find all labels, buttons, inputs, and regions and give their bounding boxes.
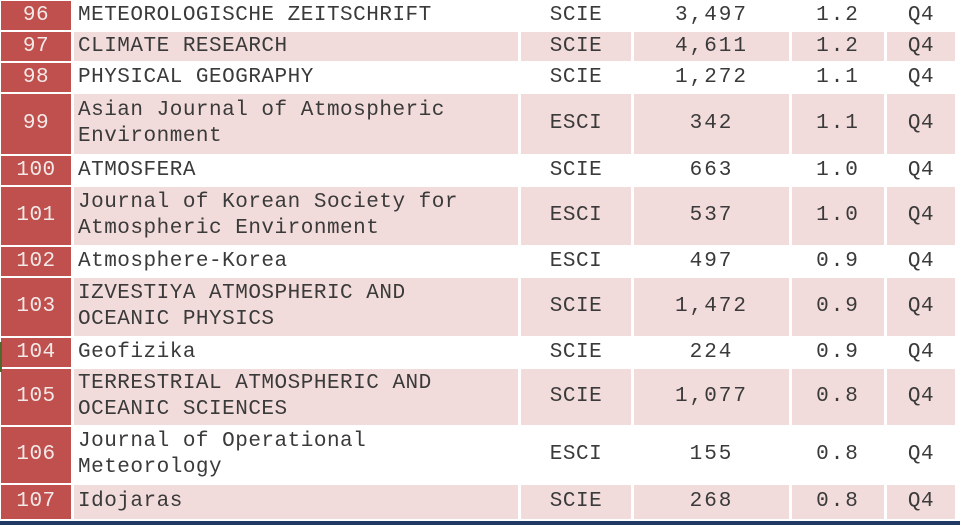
impact-factor-cell: 1.0: [792, 187, 884, 245]
rank-cell: 101: [1, 187, 71, 245]
total-cites-cell: 497: [634, 247, 789, 276]
impact-factor-cell: 0.8: [792, 427, 884, 483]
quartile-cell: Q4: [887, 1, 955, 30]
index-cell: ESCI: [521, 427, 631, 483]
table-row: 99 Asian Journal of Atmospheric Environm…: [1, 94, 955, 154]
quartile-cell: Q4: [887, 94, 955, 154]
index-cell: SCIE: [521, 369, 631, 425]
quartile-cell: Q4: [887, 278, 955, 336]
total-cites-cell: 342: [634, 94, 789, 154]
bottom-navy-bar: [0, 521, 960, 525]
rank-cell: 105: [1, 369, 71, 425]
impact-factor-cell: 1.1: [792, 63, 884, 92]
journal-name: METEOROLOGISCHE ZEITSCHRIFT: [74, 1, 518, 30]
table-row: 98 PHYSICAL GEOGRAPHY SCIE 1,272 1.1 Q4: [1, 63, 955, 92]
table-row: 106 Journal of Operational Meteorology E…: [1, 427, 955, 483]
impact-factor-cell: 1.0: [792, 156, 884, 185]
impact-factor-cell: 1.2: [792, 1, 884, 30]
table-row: 107 Idojaras SCIE 268 0.8 Q4: [1, 485, 955, 519]
journal-name: IZVESTIYA ATMOSPHERIC AND OCEANIC PHYSIC…: [74, 278, 518, 336]
table-row: 104 Geofizika SCIE 224 0.9 Q4: [1, 338, 955, 367]
rank-cell: 96: [1, 1, 71, 30]
table-row: 102 Atmosphere-Korea ESCI 497 0.9 Q4: [1, 247, 955, 276]
total-cites-cell: 537: [634, 187, 789, 245]
total-cites-cell: 268: [634, 485, 789, 519]
table-row: 97 CLIMATE RESEARCH SCIE 4,611 1.2 Q4: [1, 32, 955, 61]
index-cell: SCIE: [521, 338, 631, 367]
quartile-cell: Q4: [887, 247, 955, 276]
impact-factor-cell: 0.9: [792, 338, 884, 367]
quartile-cell: Q4: [887, 338, 955, 367]
journal-name: ATMOSFERA: [74, 156, 518, 185]
rank-cell: 99: [1, 94, 71, 154]
rank-cell: 107: [1, 485, 71, 519]
index-cell: SCIE: [521, 63, 631, 92]
impact-factor-cell: 0.8: [792, 485, 884, 519]
quartile-cell: Q4: [887, 187, 955, 245]
rank-cell: 104: [1, 338, 71, 367]
journal-name: Journal of Korean Society for Atmospheri…: [74, 187, 518, 245]
rank-cell: 98: [1, 63, 71, 92]
rank-cell: 102: [1, 247, 71, 276]
index-cell: SCIE: [521, 32, 631, 61]
total-cites-cell: 224: [634, 338, 789, 367]
rank-cell: 100: [1, 156, 71, 185]
impact-factor-cell: 0.9: [792, 278, 884, 336]
journal-name: CLIMATE RESEARCH: [74, 32, 518, 61]
table-row: 101 Journal of Korean Society for Atmosp…: [1, 187, 955, 245]
total-cites-cell: 155: [634, 427, 789, 483]
index-cell: SCIE: [521, 485, 631, 519]
quartile-cell: Q4: [887, 156, 955, 185]
impact-factor-cell: 0.8: [792, 369, 884, 425]
impact-factor-cell: 1.2: [792, 32, 884, 61]
quartile-cell: Q4: [887, 485, 955, 519]
total-cites-cell: 1,472: [634, 278, 789, 336]
table-row: 103 IZVESTIYA ATMOSPHERIC AND OCEANIC PH…: [1, 278, 955, 336]
total-cites-cell: 1,272: [634, 63, 789, 92]
index-cell: ESCI: [521, 247, 631, 276]
index-cell: SCIE: [521, 156, 631, 185]
impact-factor-cell: 1.1: [792, 94, 884, 154]
journal-name: Journal of Operational Meteorology: [74, 427, 518, 483]
journal-name: Atmosphere-Korea: [74, 247, 518, 276]
impact-factor-cell: 0.9: [792, 247, 884, 276]
index-cell: ESCI: [521, 94, 631, 154]
total-cites-cell: 663: [634, 156, 789, 185]
quartile-cell: Q4: [887, 63, 955, 92]
total-cites-cell: 3,497: [634, 1, 789, 30]
journal-name: Geofizika: [74, 338, 518, 367]
quartile-cell: Q4: [887, 369, 955, 425]
table-row: 105 TERRESTRIAL ATMOSPHERIC AND OCEANIC …: [1, 369, 955, 425]
table-row: 100 ATMOSFERA SCIE 663 1.0 Q4: [1, 156, 955, 185]
index-cell: SCIE: [521, 278, 631, 336]
total-cites-cell: 4,611: [634, 32, 789, 61]
total-cites-cell: 1,077: [634, 369, 789, 425]
journal-name: Idojaras: [74, 485, 518, 519]
journal-name: TERRESTRIAL ATMOSPHERIC AND OCEANIC SCIE…: [74, 369, 518, 425]
quartile-cell: Q4: [887, 427, 955, 483]
journal-name: PHYSICAL GEOGRAPHY: [74, 63, 518, 92]
rank-cell: 106: [1, 427, 71, 483]
table-row: 96 METEOROLOGISCHE ZEITSCHRIFT SCIE 3,49…: [1, 1, 955, 30]
index-cell: ESCI: [521, 187, 631, 245]
rank-cell: 97: [1, 32, 71, 61]
journal-name: Asian Journal of Atmospheric Environment: [74, 94, 518, 154]
index-cell: SCIE: [521, 1, 631, 30]
quartile-cell: Q4: [887, 32, 955, 61]
rank-cell: 103: [1, 278, 71, 336]
left-edge-artifact: [0, 342, 2, 372]
